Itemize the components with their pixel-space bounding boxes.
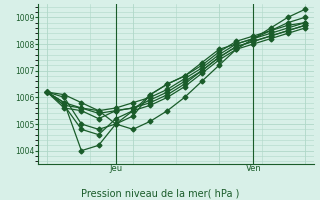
Text: Pression niveau de la mer( hPa ): Pression niveau de la mer( hPa ) — [81, 188, 239, 198]
Text: Ven: Ven — [245, 164, 261, 173]
Text: Jeu: Jeu — [109, 164, 122, 173]
